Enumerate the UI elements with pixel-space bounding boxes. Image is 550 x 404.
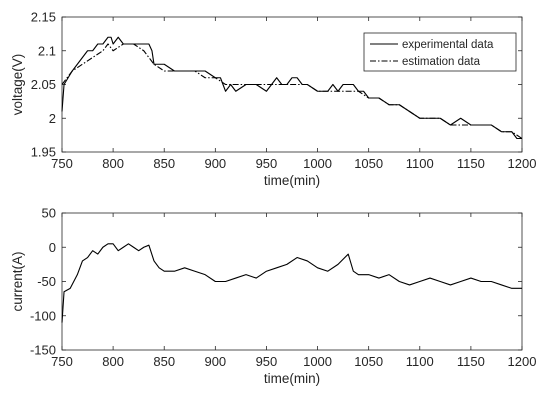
voltage-y-tick-label: 2.1 — [38, 43, 56, 58]
voltage-x-tick-label: 1100 — [406, 156, 434, 171]
current-chart-panel: 750 800 850 900 950 1000 1050 1100 1150 1200 -150 -… — [10, 206, 536, 387]
current-ticks: 750 800 850 900 950 1000 1050 1100 1150 1200 -150 -… — [30, 206, 536, 370]
current-x-tick-label: 1150 — [457, 354, 485, 369]
current-x-tick-label: 850 — [153, 354, 175, 369]
current-x-tick-label: 900 — [204, 354, 226, 369]
current-x-tick-label: 800 — [102, 354, 124, 369]
current-y-tick-label: -150 — [30, 343, 56, 358]
voltage-y-tick-label: 2.05 — [31, 77, 56, 92]
voltage-y-axis-label: voltage(V) — [10, 54, 25, 116]
voltage-y-tick-label: 1.95 — [31, 145, 56, 160]
voltage-x-tick-label: 800 — [102, 156, 124, 171]
current-series — [61, 243, 522, 323]
current-y-tick-label: 0 — [49, 240, 56, 255]
voltage-x-tick-label: 1000 — [303, 156, 332, 171]
voltage-x-tick-label: 950 — [256, 156, 278, 171]
estimation-data-line — [61, 43, 523, 139]
current-y-tick-label: -50 — [37, 274, 56, 289]
voltage-x-tick-label: 1200 — [508, 156, 537, 171]
voltage-y-tick-label: 2 — [49, 111, 56, 126]
voltage-y-tick-label: 2.15 — [31, 10, 56, 25]
current-x-tick-label: 1000 — [303, 354, 332, 369]
voltage-ticks: 750 800 850 900 950 1000 1050 1100 1150 1200 1.95 2… — [31, 10, 537, 172]
current-y-tick-label: -100 — [30, 308, 56, 323]
current-x-tick-label: 750 — [51, 354, 73, 369]
current-x-axis-label: time(min) — [264, 371, 320, 386]
voltage-x-tick-label: 1050 — [354, 156, 383, 171]
voltage-x-tick-label: 850 — [153, 156, 175, 171]
legend-label-experimental: experimental data — [402, 39, 494, 51]
experimental-data-line — [61, 36, 522, 140]
voltage-x-tick-label: 750 — [51, 156, 73, 171]
current-x-tick-label: 1100 — [406, 354, 434, 369]
voltage-x-tick-label: 900 — [204, 156, 226, 171]
voltage-x-tick-label: 1150 — [457, 156, 485, 171]
current-plot-area — [61, 212, 523, 351]
voltage-series — [61, 36, 523, 140]
current-line — [61, 243, 522, 323]
legend-box — [363, 32, 517, 72]
legend-label-estimation: estimation data — [402, 56, 481, 68]
voltage-x-axis-label: time(min) — [264, 173, 320, 188]
current-x-tick-label: 1200 — [508, 354, 537, 369]
current-x-tick-label: 950 — [256, 354, 278, 369]
current-y-axis-label: current(A) — [10, 251, 25, 311]
current-y-tick-label: 50 — [42, 206, 56, 221]
current-x-tick-label: 1050 — [354, 354, 383, 369]
voltage-chart-panel: 750 800 850 900 950 1000 1050 1100 1150 1200 1.95 2… — [10, 10, 536, 189]
legend: experimental data estimation data — [363, 32, 517, 72]
